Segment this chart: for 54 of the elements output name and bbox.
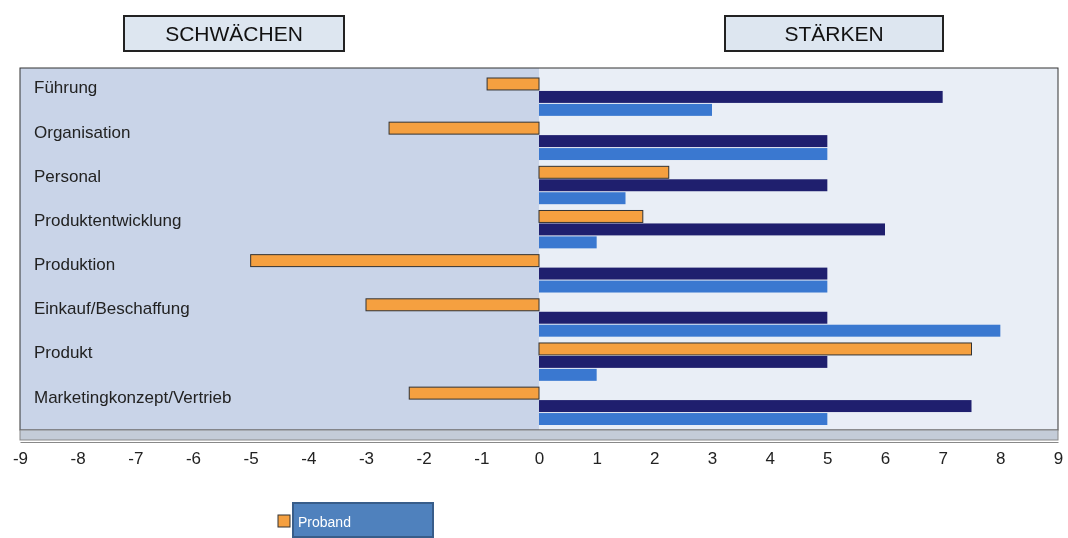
x-tick-label: -9 — [12, 449, 29, 469]
bar — [539, 148, 828, 161]
y-tick-label: Führung — [34, 78, 98, 98]
bar — [388, 121, 540, 135]
bar — [539, 135, 828, 148]
bar — [539, 103, 712, 116]
x-tick-label: -5 — [243, 449, 259, 469]
y-tick-label: Personal — [34, 166, 102, 186]
x-tick-label: 2 — [650, 449, 660, 469]
y-tick-label: Organisation — [34, 122, 131, 142]
x-tick-label: 9 — [1053, 449, 1064, 469]
text: STÄRKEN — [784, 22, 884, 45]
y-tick-label: Marketingkonzept/Vertrieb — [34, 387, 232, 407]
bar — [539, 324, 1001, 337]
bar — [539, 280, 828, 293]
y-tick-label: Produktion — [34, 255, 116, 275]
x-tick-label: 6 — [880, 449, 891, 469]
y-tick-label: Produktentwicklung — [34, 210, 182, 230]
x-tick-label: 0 — [534, 449, 545, 469]
bar — [408, 386, 540, 400]
x-tick-label: 3 — [707, 449, 718, 469]
y-tick-label: Produkt — [34, 343, 93, 363]
bar — [538, 342, 972, 356]
bar — [538, 209, 644, 223]
x-tick-label: -6 — [185, 449, 202, 469]
x-tick-label: 5 — [823, 449, 833, 469]
bar — [539, 236, 597, 249]
bar — [539, 311, 828, 324]
bar — [539, 223, 885, 236]
bar — [539, 267, 828, 280]
text: SCHWÄCHEN — [165, 22, 303, 45]
x-tick-label: 1 — [592, 449, 602, 469]
bar — [539, 90, 943, 103]
legend-label: Proband — [298, 514, 351, 530]
x-tick-label: 7 — [938, 449, 948, 469]
x-tick-label: -7 — [128, 449, 144, 469]
x-tick-label: 8 — [996, 449, 1006, 469]
bar — [539, 179, 828, 192]
bar — [538, 165, 670, 179]
y-tick-label: Einkauf/Beschaffung — [34, 299, 190, 319]
bar — [486, 77, 540, 91]
bar — [250, 254, 540, 268]
x-tick-label: -4 — [301, 449, 317, 469]
x-tick-label: 4 — [765, 449, 775, 469]
x-tick-label: -2 — [416, 449, 432, 469]
bar — [539, 400, 972, 413]
bar — [539, 368, 597, 381]
x-tick-label: -3 — [358, 449, 375, 469]
bar — [539, 413, 828, 425]
x-tick-label: -8 — [70, 449, 86, 469]
bar — [539, 192, 626, 205]
bar — [365, 298, 540, 312]
bar — [539, 355, 828, 368]
x-tick-label: -1 — [474, 449, 490, 469]
